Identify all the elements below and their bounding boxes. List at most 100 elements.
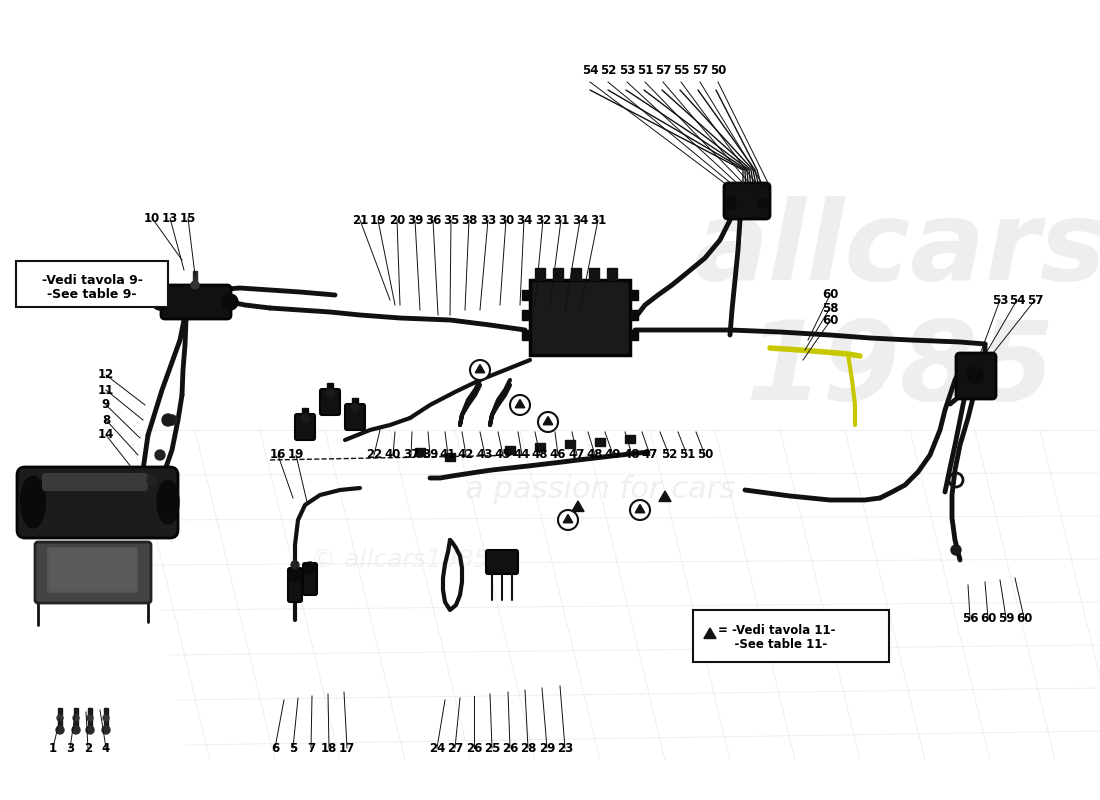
- Text: © allcars1985: © allcars1985: [311, 548, 490, 572]
- Text: 53: 53: [992, 294, 1009, 306]
- Text: 37: 37: [403, 449, 419, 462]
- Text: 21: 21: [352, 214, 368, 226]
- Text: 42: 42: [458, 449, 474, 462]
- Text: 33: 33: [480, 214, 496, 226]
- Circle shape: [326, 389, 334, 397]
- Bar: [88, 708, 92, 730]
- FancyBboxPatch shape: [35, 542, 151, 603]
- Bar: [74, 708, 78, 730]
- Text: 50: 50: [710, 63, 726, 77]
- Circle shape: [152, 294, 168, 310]
- Text: 34: 34: [516, 214, 532, 226]
- Text: 48: 48: [586, 449, 603, 462]
- Text: 10: 10: [144, 211, 161, 225]
- Text: 1: 1: [48, 742, 57, 754]
- Text: allcars: allcars: [693, 197, 1100, 303]
- Text: 38: 38: [461, 214, 477, 226]
- Bar: [630, 330, 638, 340]
- Text: 49: 49: [605, 449, 621, 462]
- Circle shape: [86, 726, 94, 734]
- Text: 26: 26: [502, 742, 518, 754]
- Circle shape: [470, 360, 490, 380]
- Text: 53: 53: [619, 63, 635, 77]
- Text: 4: 4: [102, 742, 110, 754]
- FancyBboxPatch shape: [486, 550, 518, 574]
- Bar: [625, 435, 635, 443]
- Circle shape: [758, 198, 768, 208]
- Circle shape: [102, 726, 110, 734]
- FancyBboxPatch shape: [956, 353, 996, 399]
- Text: 60: 60: [822, 314, 838, 327]
- Text: 7: 7: [307, 742, 315, 754]
- Text: 2: 2: [84, 742, 92, 754]
- Text: 11: 11: [98, 383, 114, 397]
- Text: 60: 60: [1015, 611, 1032, 625]
- Ellipse shape: [21, 476, 45, 528]
- Bar: [588, 268, 600, 280]
- Bar: [446, 453, 455, 461]
- Circle shape: [558, 510, 578, 530]
- Text: 56: 56: [961, 611, 978, 625]
- Text: 20: 20: [389, 214, 405, 226]
- Text: 3: 3: [66, 742, 74, 754]
- Text: 27: 27: [447, 742, 463, 754]
- Bar: [505, 446, 515, 454]
- Text: 23: 23: [557, 742, 573, 754]
- Text: 1985: 1985: [746, 317, 1055, 423]
- Text: 22: 22: [366, 449, 382, 462]
- Circle shape: [167, 415, 177, 425]
- Text: 12: 12: [98, 369, 114, 382]
- Text: 54: 54: [582, 63, 598, 77]
- Text: 15: 15: [179, 211, 196, 225]
- FancyBboxPatch shape: [16, 467, 178, 538]
- Bar: [565, 440, 575, 448]
- Circle shape: [724, 197, 736, 209]
- Bar: [571, 268, 581, 280]
- Text: 14: 14: [98, 429, 114, 442]
- FancyBboxPatch shape: [345, 404, 365, 430]
- Text: 40: 40: [385, 449, 402, 462]
- Text: 60: 60: [822, 289, 838, 302]
- Bar: [595, 438, 605, 446]
- Text: 25: 25: [484, 742, 500, 754]
- Text: 47: 47: [569, 449, 585, 462]
- Text: 24: 24: [429, 742, 446, 754]
- Circle shape: [630, 500, 650, 520]
- FancyBboxPatch shape: [724, 183, 770, 219]
- Bar: [415, 448, 425, 456]
- Text: 8: 8: [102, 414, 110, 426]
- Ellipse shape: [157, 480, 179, 524]
- Text: 46: 46: [550, 449, 566, 462]
- Text: 51: 51: [637, 63, 653, 77]
- Text: -Vedi tavola 9-: -Vedi tavola 9-: [42, 274, 142, 286]
- Bar: [327, 383, 333, 393]
- Circle shape: [538, 412, 558, 432]
- Bar: [607, 268, 617, 280]
- Text: 18: 18: [321, 742, 338, 754]
- Bar: [104, 708, 108, 730]
- Text: 50: 50: [696, 449, 713, 462]
- Text: 59: 59: [998, 611, 1014, 625]
- Text: 52: 52: [600, 63, 616, 77]
- FancyBboxPatch shape: [320, 389, 340, 415]
- Text: -See table 9-: -See table 9-: [47, 289, 136, 302]
- FancyBboxPatch shape: [693, 610, 889, 662]
- Text: 52: 52: [661, 449, 678, 462]
- Text: 6: 6: [271, 742, 279, 754]
- Text: 51: 51: [679, 449, 695, 462]
- Circle shape: [304, 562, 316, 574]
- Circle shape: [288, 568, 302, 582]
- Text: 36: 36: [425, 214, 441, 226]
- Text: 32: 32: [535, 214, 551, 226]
- Text: 55: 55: [673, 63, 690, 77]
- Text: 60: 60: [980, 611, 997, 625]
- Circle shape: [73, 715, 79, 721]
- Text: 29: 29: [539, 742, 556, 754]
- Text: 57: 57: [654, 63, 671, 77]
- Text: 48: 48: [624, 449, 640, 462]
- Bar: [352, 398, 358, 408]
- FancyBboxPatch shape: [16, 261, 168, 307]
- FancyBboxPatch shape: [161, 285, 231, 319]
- Circle shape: [222, 294, 238, 310]
- Text: 47: 47: [641, 449, 658, 462]
